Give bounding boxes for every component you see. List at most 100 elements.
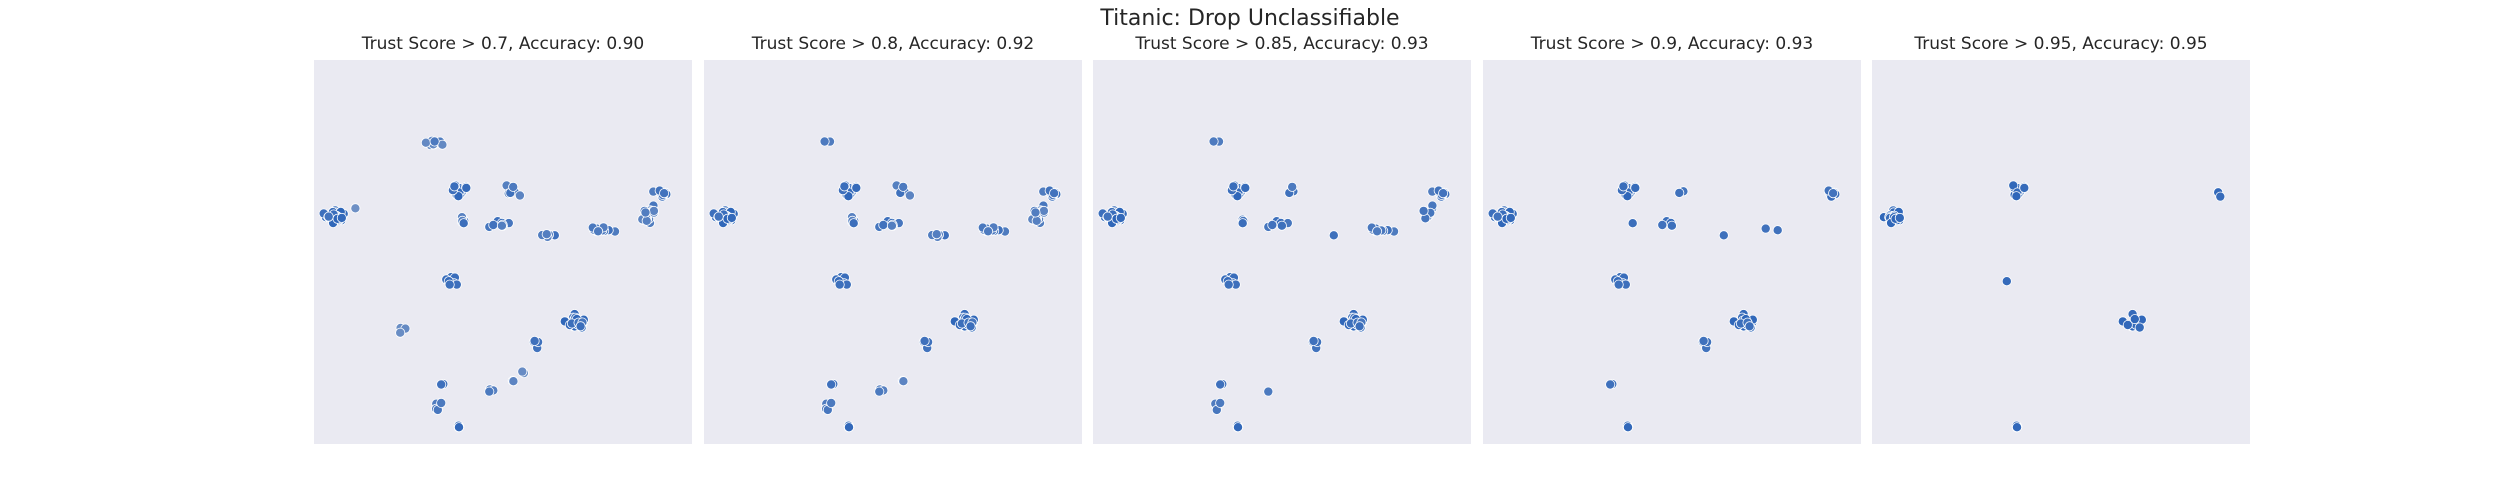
data-point [983,226,994,237]
data-point [1237,218,1248,229]
data-point [420,137,431,148]
data-point [1772,225,1783,236]
data-point [2134,322,2145,333]
data-point [1263,386,1274,397]
data-point [1618,181,1629,192]
data-point [517,366,528,377]
data-point [1613,279,1624,290]
scatter-panel-2: Trust Score > 0.8, Accuracy: 0.92 [704,34,1082,444]
data-point [1328,230,1339,241]
scatter-plot [1872,60,2250,444]
data-point [1418,205,1429,216]
data-point [1354,321,1365,332]
data-point [640,207,651,218]
data-point [1030,207,1041,218]
data-point [1657,219,1668,230]
data-point [1372,226,1383,237]
data-point [659,188,670,199]
scatter-plot [1483,60,1861,444]
data-point [1630,182,1641,193]
plot-background [314,60,692,444]
data-point [713,211,724,222]
data-point [2011,191,2022,202]
data-point [350,203,361,214]
data-point [851,182,862,193]
data-point [641,215,652,226]
data-point [1049,188,1060,199]
data-point [1622,422,1633,433]
data-point [1215,379,1226,390]
scatter-panel-5: Trust Score > 0.95, Accuracy: 0.95 [1872,34,2250,444]
data-point [575,321,586,332]
data-point [898,181,909,192]
data-point [898,376,909,387]
data-point [436,397,447,408]
data-point [2001,276,2012,287]
data-point [1287,181,1298,192]
data-point [1894,212,1905,223]
scatter-plot [1093,60,1471,444]
data-point [1760,223,1771,234]
data-point [839,181,850,192]
data-point [834,279,845,290]
data-point [1038,205,1049,216]
data-point [1232,422,1243,433]
data-point [1115,212,1126,223]
data-point [436,379,447,390]
data-point [488,219,499,230]
data-point [458,218,469,229]
data-point [1031,215,1042,226]
data-point [1492,211,1503,222]
data-point [508,181,519,192]
plot-background [1093,60,1471,444]
data-point [1438,188,1449,199]
scatter-panel-1: Trust Score > 0.7, Accuracy: 0.90 [314,34,692,444]
data-point [1208,136,1219,147]
panel-title: Trust Score > 0.85, Accuracy: 0.93 [1135,34,1429,54]
scatter-panel-3: Trust Score > 0.85, Accuracy: 0.93 [1093,34,1471,444]
data-point [819,136,830,147]
data-point [336,212,347,223]
data-point [429,136,440,147]
data-point [508,376,519,387]
data-point [1698,335,1709,346]
data-point [1240,182,1251,193]
panel-title: Trust Score > 0.9, Accuracy: 0.93 [1530,34,1814,54]
data-point [965,321,976,332]
data-point [1223,279,1234,290]
data-point [484,386,495,397]
data-point [496,220,507,231]
data-point [514,190,525,201]
data-point [1674,187,1685,198]
panel-title: Trust Score > 0.8, Accuracy: 0.92 [751,34,1035,54]
data-point [1744,321,1755,332]
data-point [826,397,837,408]
scatter-panel-4: Trust Score > 0.9, Accuracy: 0.93 [1483,34,1861,444]
data-point [395,327,406,338]
panel-title: Trust Score > 0.95, Accuracy: 0.95 [1914,34,2208,54]
data-point [323,211,334,222]
data-point [843,422,854,433]
plot-background [1483,60,1861,444]
data-point [919,335,930,346]
panel-title: Trust Score > 0.7, Accuracy: 0.90 [361,34,645,54]
data-point [2011,422,2022,433]
data-point [904,190,915,201]
data-point [931,229,942,240]
data-point [1308,335,1319,346]
data-point [1228,181,1239,192]
data-point [648,205,659,216]
data-point [874,386,885,397]
data-point [886,220,897,231]
data-point [1718,230,1729,241]
figure-title: Titanic: Drop Unclassifiable [1100,6,1400,31]
data-point [1102,211,1113,222]
data-point [1666,220,1677,231]
scatter-plot [314,60,692,444]
data-point [593,226,604,237]
plot-background [1872,60,2250,444]
data-point [2019,182,2030,193]
scatter-plot [704,60,1082,444]
data-point [541,229,552,240]
data-point [1215,397,1226,408]
